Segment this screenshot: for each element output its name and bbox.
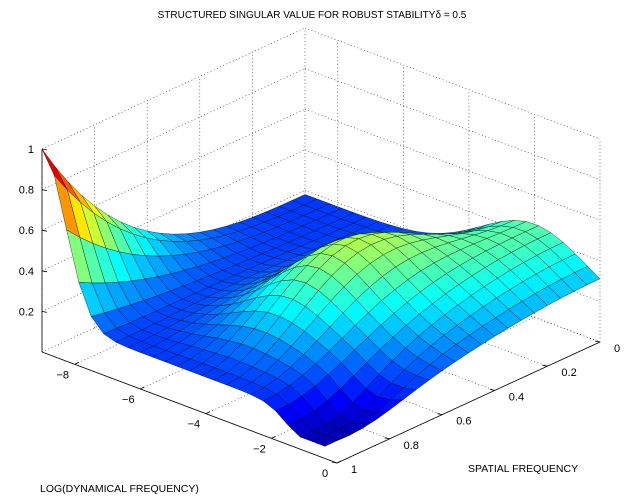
y-tick-label: 0.2: [561, 367, 576, 379]
y-tick-label: 0.8: [404, 440, 419, 452]
x-tick-label: 0: [322, 468, 328, 480]
z-tick-label: 0.4: [19, 266, 34, 278]
x-tick-label: −6: [122, 394, 135, 406]
x-tick-label: −2: [253, 443, 266, 455]
chart-title: STRUCTURED SINGULAR VALUE FOR ROBUST STA…: [158, 10, 467, 21]
surface-patch: [41, 148, 68, 191]
y-tick-label: 0.6: [456, 416, 471, 428]
axis-ticks: 0.2 0.4 0.6 0.8 1 −8 −6 −4 −2 0 0 0.2 0.4 0.6 0.8 1: [19, 144, 620, 480]
z-tick-label: 0.8: [19, 185, 34, 197]
z-tick-label: 1: [28, 144, 34, 156]
surface-mesh: [41, 148, 601, 447]
y-tick-label: 1: [351, 464, 357, 476]
z-tick-label: 0.6: [19, 225, 34, 237]
x-axis-label: LOG(DYNAMICAL FREQUENCY): [40, 483, 199, 495]
z-tick-label: 0.2: [19, 306, 34, 318]
x-tick-label: −8: [57, 369, 70, 381]
x-tick-label: −4: [188, 419, 201, 431]
y-tick-label: 0: [614, 343, 620, 355]
y-tick-label: 0.4: [509, 391, 524, 403]
surface-patch: [324, 434, 351, 447]
y-axis-label: SPATIAL FREQUENCY: [468, 463, 578, 475]
